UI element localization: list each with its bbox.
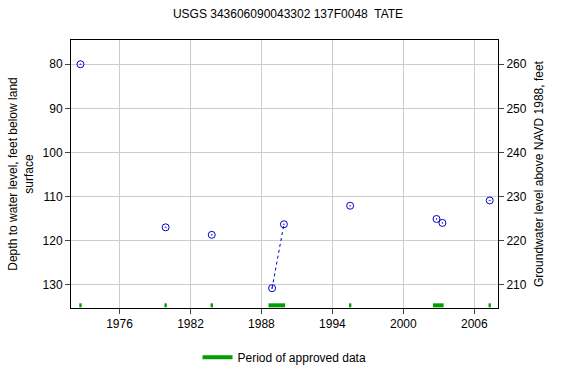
svg-text:230: 230 (506, 190, 526, 204)
svg-text:Depth to water level, feet bel: Depth to water level, feet below landsur… (6, 77, 36, 270)
svg-text:2000: 2000 (390, 317, 417, 331)
svg-text:1988: 1988 (248, 317, 275, 331)
svg-text:110: 110 (43, 190, 62, 204)
svg-text:220: 220 (506, 234, 526, 248)
svg-text:250: 250 (506, 102, 526, 116)
svg-text:2006: 2006 (461, 317, 488, 331)
svg-text:120: 120 (43, 234, 63, 248)
svg-text:240: 240 (506, 146, 526, 160)
svg-text:1982: 1982 (177, 317, 204, 331)
svg-text:130: 130 (43, 278, 63, 292)
svg-text:100: 100 (43, 146, 63, 160)
svg-text:1994: 1994 (319, 317, 346, 331)
svg-text:80: 80 (49, 57, 63, 71)
svg-text:260: 260 (506, 57, 526, 71)
svg-text:1976: 1976 (106, 317, 133, 331)
svg-text:USGS 343606090043302 137F0048: USGS 343606090043302 137F0048 TATE (173, 7, 403, 21)
svg-text:Groundwater level above NAVD 1: Groundwater level above NAVD 1988, feet (532, 60, 546, 287)
svg-text:Period of approved data: Period of approved data (238, 351, 366, 365)
svg-text:210: 210 (506, 278, 526, 292)
svg-text:90: 90 (49, 102, 63, 116)
